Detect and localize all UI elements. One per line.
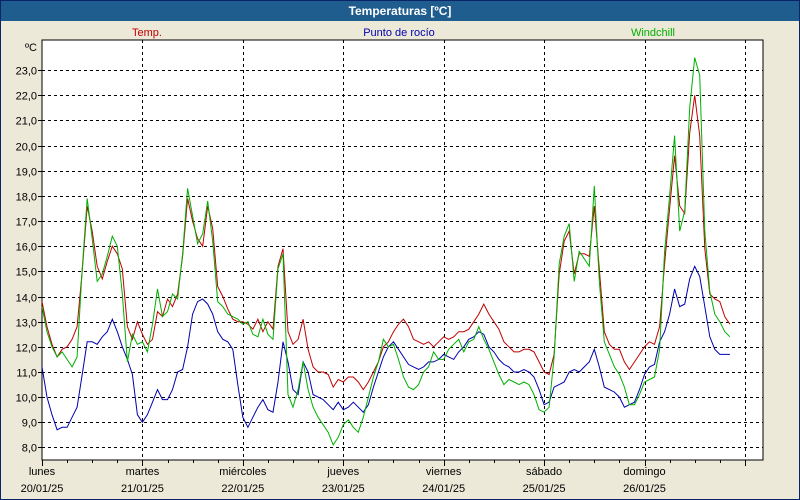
series-layer	[41, 57, 731, 446]
y-tick-label: 11,0	[16, 368, 37, 380]
x-day-label: domingo	[623, 466, 665, 478]
x-day-label: jueves	[326, 466, 359, 478]
y-tick-label: 9,0	[22, 418, 37, 430]
series-line-1	[41, 265, 730, 431]
x-date-label: 26/01/25	[623, 483, 666, 495]
x-day-label: viernes	[426, 466, 462, 478]
y-tick-label: 19,0	[16, 167, 37, 179]
x-axis: lunes 20/01/25 martes 21/01/25 miércoles 22/0…	[21, 460, 746, 495]
y-tick-label: 20,0	[16, 142, 37, 154]
legend-entry-1: Punto de rocío	[363, 27, 435, 39]
series-line-2	[41, 57, 731, 446]
x-date-label: 21/01/25	[121, 483, 164, 495]
y-tick-label: 21,0	[16, 116, 37, 128]
plot-area	[41, 39, 764, 461]
y-tick-label: 23,0	[16, 66, 37, 78]
y-tick-label: 12,0	[16, 343, 37, 355]
y-tick-label: 14,0	[16, 293, 37, 305]
y-tick-label: 17,0	[16, 217, 37, 229]
x-day-label: sábado	[526, 466, 562, 478]
y-axis-unit: ºC	[25, 42, 37, 54]
legend-entry-0: Temp.	[132, 27, 162, 39]
y-tick-label: 10,0	[16, 393, 37, 405]
x-day-label: miércoles	[219, 466, 267, 478]
legend-entry-2: Windchill	[631, 27, 675, 39]
y-tick-label: 8,0	[22, 443, 37, 455]
y-tick-label: 15,0	[16, 267, 37, 279]
legend: Temp. Punto de rocío Windchill	[132, 27, 675, 39]
y-tick-label: 18,0	[16, 192, 37, 204]
y-axis: 8,0 9,0 10,0 11,0 12,0 13,0 14,0 15,0 16,0 17,0 18…	[16, 42, 42, 455]
x-date-label: 22/01/25	[221, 483, 264, 495]
series-line-0	[41, 95, 731, 391]
x-day-label: lunes	[29, 466, 56, 478]
y-tick-label: 13,0	[16, 318, 37, 330]
y-tick-label: 16,0	[16, 242, 37, 254]
x-date-label: 23/01/25	[322, 483, 365, 495]
temperature-chart: 8,0 9,0 10,0 11,0 12,0 13,0 14,0 15,0 16,0 17,0 18…	[16, 27, 764, 495]
x-date-label: 24/01/25	[422, 483, 465, 495]
window-title: Temperaturas [ºC]	[1, 1, 799, 21]
grid-lines	[42, 40, 763, 460]
y-tick-label: 22,0	[16, 91, 37, 103]
x-day-label: martes	[126, 466, 160, 478]
x-date-label: 25/01/25	[523, 483, 566, 495]
x-date-label: 20/01/25	[21, 483, 64, 495]
